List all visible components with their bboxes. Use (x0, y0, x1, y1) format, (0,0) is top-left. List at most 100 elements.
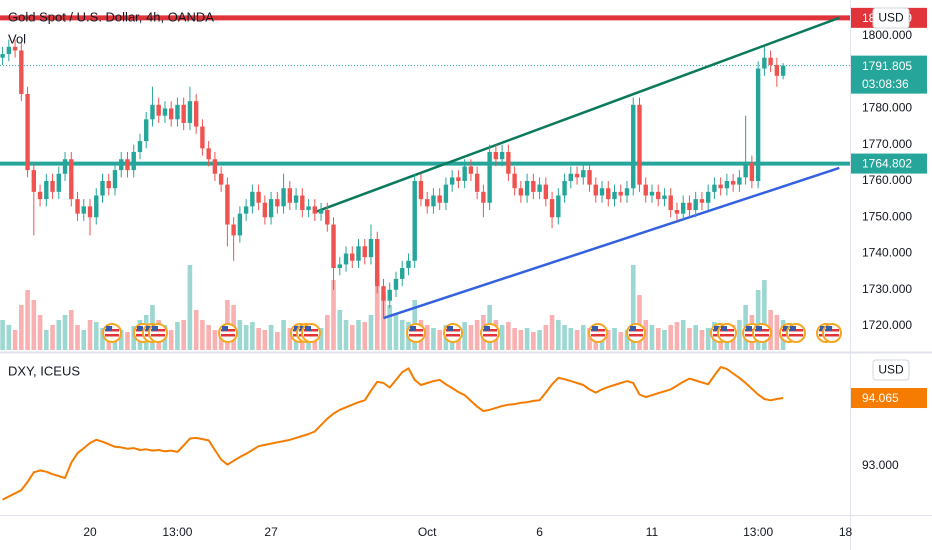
candle-body (612, 191, 617, 200)
event-icon-stripe (221, 334, 235, 337)
candle-body (212, 159, 218, 174)
event-icon-stripe (151, 334, 165, 337)
y-tick-label: 1760.000 (862, 173, 912, 187)
x-tick-label: 6 (536, 525, 543, 539)
candle-body (518, 188, 524, 196)
currency-badge (872, 7, 910, 29)
volume-bar (680, 320, 686, 350)
candle-body (337, 264, 342, 269)
volume-bar (393, 315, 399, 350)
y-tick-label: 1740.000 (862, 246, 912, 260)
candle-body (362, 246, 367, 258)
volume-bar (655, 328, 661, 350)
chart-title: Gold Spot / U.S. Dollar, 4h, OANDA (8, 9, 214, 24)
candle-body (568, 173, 574, 181)
volume-bar (543, 325, 549, 350)
candle-body (62, 159, 68, 174)
volume-bar (474, 320, 480, 350)
candle-body (175, 104, 180, 120)
volume-bar (499, 325, 505, 350)
candle-body (493, 151, 499, 160)
candle-body (300, 195, 305, 210)
candle-body (768, 57, 773, 65)
last-value-label-box (851, 388, 927, 409)
volume-bar (206, 325, 211, 350)
last-price-label: 1791.805 (862, 59, 912, 73)
candle-body (131, 151, 136, 171)
candle-body (6, 46, 12, 55)
event-icon-stripe (720, 334, 734, 337)
candle-body (331, 224, 336, 269)
volume-bar (374, 275, 380, 350)
volume-bar (568, 328, 574, 350)
volume-bar (212, 330, 218, 350)
volume-bar (624, 330, 630, 350)
chart-title: DXY, ICEUS (8, 363, 80, 378)
volume-bar (549, 315, 555, 350)
candle-body (137, 141, 143, 152)
candle-body (268, 199, 274, 218)
candle-body (481, 191, 486, 203)
candle-body (549, 199, 555, 218)
candle-body (218, 173, 224, 185)
event-icon-canton (447, 326, 453, 331)
candle-body (256, 191, 261, 203)
event-icon-stripe (304, 334, 318, 337)
volume-bar (524, 328, 530, 350)
candle-body (19, 50, 24, 94)
candle-body (350, 253, 355, 261)
candle-body (343, 253, 349, 265)
candle-body (668, 195, 673, 210)
event-icon-canton (294, 326, 300, 331)
event-icon-canton (756, 326, 762, 331)
candle-body (443, 184, 449, 203)
event-icon-stripe (409, 334, 423, 337)
candle-body (37, 191, 43, 200)
volume-bar (399, 320, 405, 350)
candle-body (562, 180, 567, 196)
event-icon-canton (592, 326, 598, 331)
event-icon-canton (222, 326, 228, 331)
volume-bar (537, 330, 542, 350)
event-icon-canton (820, 326, 826, 331)
candle-body (649, 191, 655, 196)
candle-body (531, 180, 536, 192)
candle-body (449, 177, 455, 185)
event-icon-stripe (789, 334, 803, 337)
candle-body (12, 46, 18, 51)
trend-line (314, 16, 840, 214)
candle-body (281, 188, 286, 207)
candle-body (81, 206, 86, 214)
volume-bar (381, 295, 386, 350)
candle-body (737, 177, 742, 185)
candle-body (0, 54, 5, 58)
line-price-label: 1764.802 (862, 157, 912, 171)
volume-bar (580, 325, 586, 350)
x-tick-label: 11 (646, 525, 659, 539)
candle-body (375, 239, 380, 287)
volume-bar (424, 325, 430, 350)
candle-body (437, 195, 442, 203)
candle-body (231, 224, 236, 236)
volume-bar (87, 320, 93, 350)
currency-badge (872, 359, 910, 381)
volume-bar (368, 315, 374, 350)
candle-body (387, 289, 392, 301)
candle-body (656, 191, 661, 200)
dxy-line (2, 366, 784, 501)
volume-bar (762, 280, 767, 350)
candle-body (381, 286, 386, 301)
candle-body (693, 199, 698, 210)
candle-body (150, 104, 155, 120)
y-tick-label: 1770.000 (862, 137, 912, 151)
volume-bar (318, 328, 324, 350)
event-icon-canton (146, 326, 152, 331)
volume-bar (193, 310, 199, 350)
event-icon-canton (410, 326, 416, 331)
candle-body (780, 65, 786, 76)
volume-bar (237, 320, 243, 350)
volume-bar (618, 332, 624, 350)
volume-bar (687, 328, 692, 350)
candle-body (712, 184, 717, 192)
candle-body (368, 239, 374, 258)
